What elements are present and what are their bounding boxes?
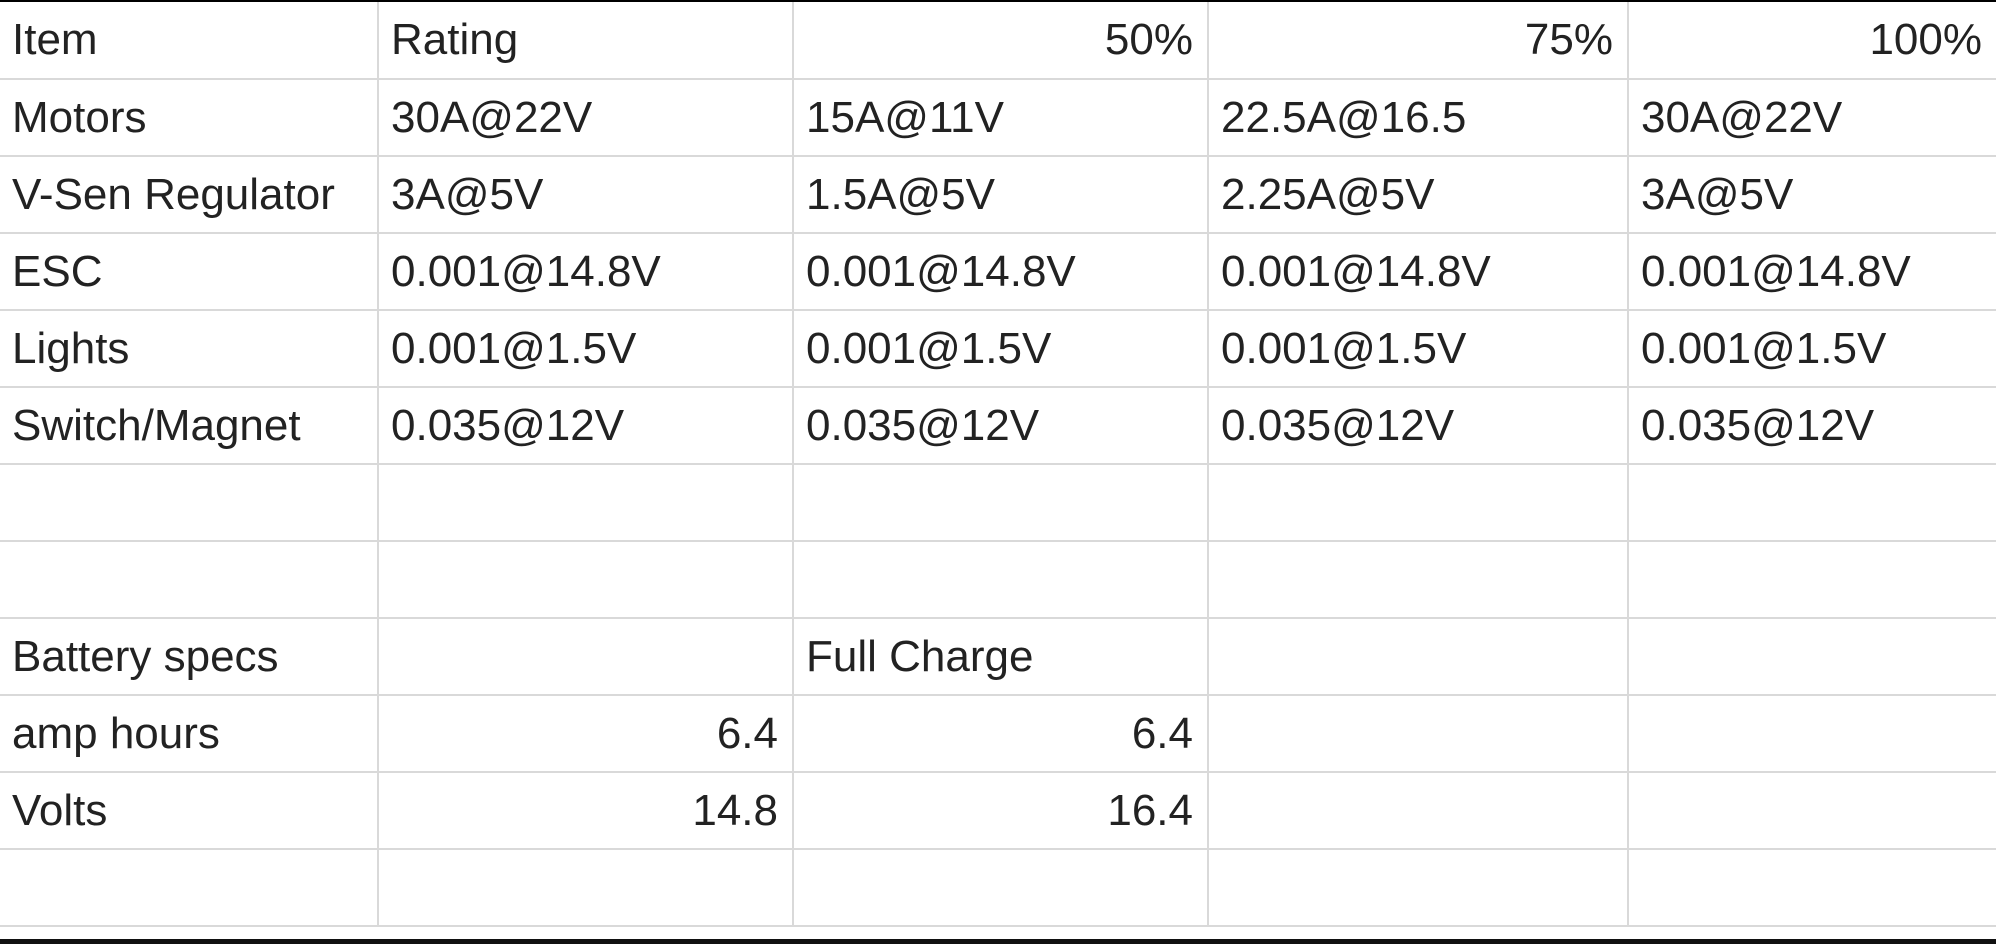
cell-50[interactable]: 0.001@1.5V — [793, 310, 1209, 388]
empty-cell[interactable] — [1208, 695, 1629, 773]
table-row: V-Sen Regulator 3A@5V 1.5A@5V 2.25A@5V 3… — [0, 156, 1996, 234]
empty-cell[interactable] — [0, 541, 379, 619]
empty-cell[interactable] — [1628, 541, 1996, 619]
cell-item[interactable]: Lights — [0, 310, 379, 388]
empty-cell[interactable] — [378, 849, 794, 927]
cell-rating[interactable]: 0.001@14.8V — [378, 233, 794, 311]
cell-75[interactable]: 0.001@1.5V — [1208, 310, 1629, 388]
battery-specs-title[interactable]: Battery specs — [0, 618, 379, 696]
cell-item[interactable]: Switch/Magnet — [0, 387, 379, 465]
cell-50[interactable]: 1.5A@5V — [793, 156, 1209, 234]
header-50[interactable]: 50% — [793, 2, 1209, 80]
empty-cell[interactable] — [378, 541, 794, 619]
cell-rating[interactable]: 30A@22V — [378, 79, 794, 157]
data-grid: Item Rating 50% 75% 100% Motors 30A@22V … — [0, 2, 1996, 927]
empty-cell[interactable] — [378, 618, 794, 696]
cell-rating[interactable]: 0.035@12V — [378, 387, 794, 465]
header-rating[interactable]: Rating — [378, 2, 794, 80]
empty-cell[interactable] — [1208, 464, 1629, 542]
empty-cell[interactable] — [1628, 695, 1996, 773]
battery-row: Volts 14.8 16.4 — [0, 772, 1996, 850]
cell-50[interactable]: 0.035@12V — [793, 387, 1209, 465]
battery-rating[interactable]: 6.4 — [378, 695, 794, 773]
empty-row — [0, 849, 1996, 927]
cell-75[interactable]: 2.25A@5V — [1208, 156, 1629, 234]
cell-100[interactable]: 0.001@14.8V — [1628, 233, 1996, 311]
cell-100[interactable]: 3A@5V — [1628, 156, 1996, 234]
empty-cell[interactable] — [793, 541, 1209, 619]
header-row: Item Rating 50% 75% 100% — [0, 2, 1996, 80]
cell-75[interactable]: 0.035@12V — [1208, 387, 1629, 465]
table-row: Lights 0.001@1.5V 0.001@1.5V 0.001@1.5V … — [0, 310, 1996, 388]
cell-100[interactable]: 30A@22V — [1628, 79, 1996, 157]
bottom-border — [0, 939, 1996, 944]
empty-cell[interactable] — [793, 849, 1209, 927]
battery-label[interactable]: Volts — [0, 772, 379, 850]
cell-item[interactable]: V-Sen Regulator — [0, 156, 379, 234]
empty-cell[interactable] — [1628, 618, 1996, 696]
battery-row: amp hours 6.4 6.4 — [0, 695, 1996, 773]
full-charge-label[interactable]: Full Charge — [793, 618, 1209, 696]
empty-cell[interactable] — [1628, 464, 1996, 542]
battery-full-charge[interactable]: 16.4 — [793, 772, 1209, 850]
empty-cell[interactable] — [0, 464, 379, 542]
header-75[interactable]: 75% — [1208, 2, 1629, 80]
cell-item[interactable]: ESC — [0, 233, 379, 311]
empty-cell[interactable] — [1208, 849, 1629, 927]
cell-75[interactable]: 22.5A@16.5 — [1208, 79, 1629, 157]
cell-75[interactable]: 0.001@14.8V — [1208, 233, 1629, 311]
table-row: ESC 0.001@14.8V 0.001@14.8V 0.001@14.8V … — [0, 233, 1996, 311]
cell-100[interactable]: 0.035@12V — [1628, 387, 1996, 465]
empty-cell[interactable] — [0, 849, 379, 927]
empty-row — [0, 541, 1996, 619]
cell-rating[interactable]: 3A@5V — [378, 156, 794, 234]
cell-50[interactable]: 0.001@14.8V — [793, 233, 1209, 311]
table-row: Switch/Magnet 0.035@12V 0.035@12V 0.035@… — [0, 387, 1996, 465]
empty-cell[interactable] — [1208, 772, 1629, 850]
table-row: Motors 30A@22V 15A@11V 22.5A@16.5 30A@22… — [0, 79, 1996, 157]
empty-row — [0, 464, 1996, 542]
empty-cell[interactable] — [1628, 772, 1996, 850]
battery-label[interactable]: amp hours — [0, 695, 379, 773]
battery-full-charge[interactable]: 6.4 — [793, 695, 1209, 773]
empty-cell[interactable] — [1208, 541, 1629, 619]
cell-100[interactable]: 0.001@1.5V — [1628, 310, 1996, 388]
cell-50[interactable]: 15A@11V — [793, 79, 1209, 157]
header-100[interactable]: 100% — [1628, 2, 1996, 80]
empty-cell[interactable] — [378, 464, 794, 542]
empty-cell[interactable] — [793, 464, 1209, 542]
empty-cell[interactable] — [1628, 849, 1996, 927]
battery-rating[interactable]: 14.8 — [378, 772, 794, 850]
header-item[interactable]: Item — [0, 2, 379, 80]
cell-rating[interactable]: 0.001@1.5V — [378, 310, 794, 388]
battery-header-row: Battery specs Full Charge — [0, 618, 1996, 696]
empty-cell[interactable] — [1208, 618, 1629, 696]
cell-item[interactable]: Motors — [0, 79, 379, 157]
